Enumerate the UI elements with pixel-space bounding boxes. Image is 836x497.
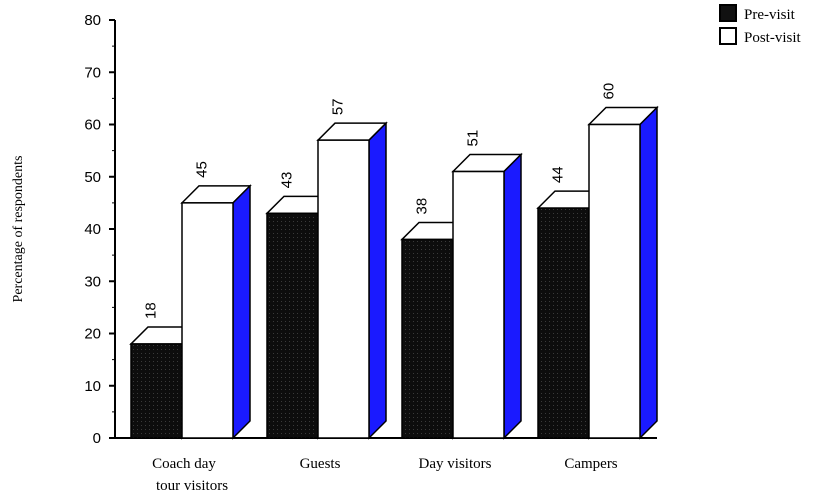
y-tick-label: 30 [84,273,101,290]
y-tick-label: 60 [84,117,101,134]
y-tick-label: 40 [84,221,101,238]
bar-front-face [401,238,454,439]
data-label: 60 [601,83,618,100]
x-category-label: Day visitors [419,456,492,472]
bar-side-face [232,184,251,440]
bar-front-face [317,139,370,439]
x-category-label: Campers [564,456,617,472]
bar-post-visit: 57 [316,98,388,440]
category-labels: Coach day tour visitors Guests Day visitors… [152,456,618,494]
x-category-label: Guests [300,456,341,472]
bar-side-face [503,152,522,440]
bar-front-face [181,202,234,439]
legend-item: Post-visit [719,27,802,46]
x-category-label: Coach day [152,456,216,472]
data-label: 44 [550,166,567,183]
y-tick-label: 80 [84,12,101,29]
legend-swatch [719,27,737,45]
bar-front-face [130,343,183,439]
data-label: 43 [279,172,296,189]
y-ticks: 0 10 20 30 40 50 60 70 80 [84,12,115,447]
bars: 18 45 43 57 38 51 44 60 [129,83,659,440]
y-tick-label: 20 [84,326,101,343]
legend-label: Pre-visit [744,7,796,23]
y-tick-label: 0 [93,430,101,447]
y-tick-label: 70 [84,64,101,81]
bar-side-face [368,121,387,440]
y-tick-label: 10 [84,378,101,395]
legend: Pre-visit Post-visit [719,4,802,46]
data-label: 51 [465,130,482,147]
legend-label: Post-visit [744,30,802,46]
legend-swatch [719,4,737,22]
bar-post-visit: 60 [587,83,659,440]
data-label: 57 [330,98,347,115]
legend-item: Pre-visit [719,4,796,23]
y-tick-label: 50 [84,169,101,186]
bar-front-face [537,207,590,439]
bar-post-visit: 45 [180,161,252,440]
y-axis-label: Percentage of respondents [11,156,26,303]
bar-post-visit: 51 [451,130,523,440]
data-label: 45 [194,161,211,178]
data-label: 38 [414,198,431,215]
data-label: 18 [143,302,160,319]
bar-front-face [588,123,641,439]
bar-front-face [452,170,505,439]
bar-side-face [639,105,658,440]
bar-front-face [266,212,319,439]
x-category-label: tour visitors [156,478,228,494]
